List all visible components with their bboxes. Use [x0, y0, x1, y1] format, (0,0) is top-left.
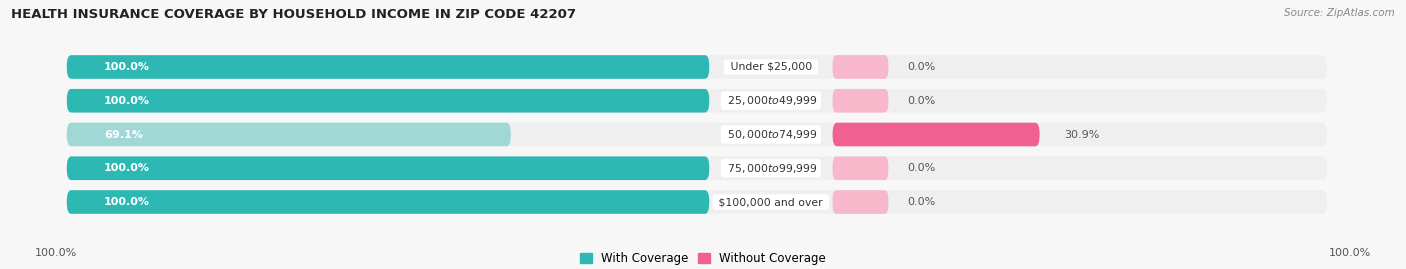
- FancyBboxPatch shape: [66, 55, 709, 79]
- FancyBboxPatch shape: [832, 55, 889, 79]
- FancyBboxPatch shape: [66, 190, 709, 214]
- Text: Under $25,000: Under $25,000: [727, 62, 815, 72]
- Text: $100,000 and over: $100,000 and over: [716, 197, 827, 207]
- FancyBboxPatch shape: [66, 190, 1327, 214]
- Text: 0.0%: 0.0%: [907, 62, 935, 72]
- Text: 0.0%: 0.0%: [907, 163, 935, 173]
- Text: 0.0%: 0.0%: [907, 96, 935, 106]
- Text: 100.0%: 100.0%: [104, 62, 150, 72]
- FancyBboxPatch shape: [66, 55, 1327, 79]
- Text: 100.0%: 100.0%: [1329, 248, 1371, 258]
- Text: 100.0%: 100.0%: [104, 163, 150, 173]
- Text: 100.0%: 100.0%: [104, 96, 150, 106]
- Text: 100.0%: 100.0%: [35, 248, 77, 258]
- FancyBboxPatch shape: [832, 190, 889, 214]
- FancyBboxPatch shape: [832, 157, 889, 180]
- Text: 69.1%: 69.1%: [104, 129, 143, 140]
- Legend: With Coverage, Without Coverage: With Coverage, Without Coverage: [575, 247, 831, 269]
- FancyBboxPatch shape: [66, 89, 709, 112]
- FancyBboxPatch shape: [66, 123, 1327, 146]
- FancyBboxPatch shape: [66, 89, 1327, 112]
- Text: $75,000 to $99,999: $75,000 to $99,999: [724, 162, 818, 175]
- Text: $25,000 to $49,999: $25,000 to $49,999: [724, 94, 818, 107]
- FancyBboxPatch shape: [66, 123, 510, 146]
- FancyBboxPatch shape: [832, 123, 1039, 146]
- FancyBboxPatch shape: [66, 157, 709, 180]
- FancyBboxPatch shape: [832, 89, 889, 112]
- Text: 0.0%: 0.0%: [907, 197, 935, 207]
- Text: 30.9%: 30.9%: [1064, 129, 1099, 140]
- Text: HEALTH INSURANCE COVERAGE BY HOUSEHOLD INCOME IN ZIP CODE 42207: HEALTH INSURANCE COVERAGE BY HOUSEHOLD I…: [11, 8, 576, 21]
- Text: $50,000 to $74,999: $50,000 to $74,999: [724, 128, 818, 141]
- FancyBboxPatch shape: [66, 157, 1327, 180]
- Text: Source: ZipAtlas.com: Source: ZipAtlas.com: [1284, 8, 1395, 18]
- Text: 100.0%: 100.0%: [104, 197, 150, 207]
